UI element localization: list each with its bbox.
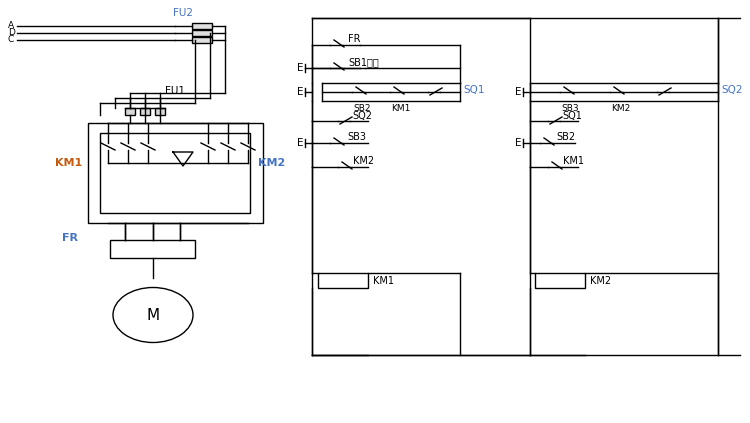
Text: FU1: FU1 [165, 86, 185, 96]
Bar [192, 23, 212, 29]
Text: FR: FR [348, 34, 361, 44]
Bar [110, 240, 195, 258]
Text: FR: FR [62, 233, 78, 243]
Bar [125, 108, 135, 115]
Bar [100, 133, 250, 213]
Text: SQ1: SQ1 [463, 85, 484, 95]
Text: SB2: SB2 [556, 132, 575, 142]
Text: E: E [297, 63, 303, 73]
Text: SQ2: SQ2 [352, 111, 372, 121]
Text: A: A [8, 20, 14, 30]
Text: E: E [514, 138, 521, 148]
Text: KM1: KM1 [55, 158, 82, 168]
Text: E: E [297, 138, 303, 148]
Text: SB2: SB2 [353, 104, 370, 113]
Bar [88, 123, 263, 223]
Text: E: E [297, 87, 303, 97]
Bar [192, 30, 212, 36]
Text: KM2: KM2 [353, 156, 374, 166]
Bar [535, 273, 585, 288]
Text: KM2: KM2 [611, 104, 630, 113]
Text: SQ2: SQ2 [721, 85, 742, 95]
Bar [318, 273, 368, 288]
Bar [155, 108, 165, 115]
Text: M: M [146, 308, 160, 324]
Text: E: E [514, 87, 521, 97]
Bar [192, 37, 212, 43]
Text: KM2: KM2 [258, 158, 285, 168]
Text: SB3: SB3 [347, 132, 366, 142]
Text: D: D [8, 27, 15, 36]
Text: FU2: FU2 [173, 8, 193, 18]
Text: SB3: SB3 [561, 104, 579, 113]
Text: SQ1: SQ1 [562, 111, 582, 121]
Text: KM1: KM1 [563, 156, 584, 166]
Text: KM1: KM1 [391, 104, 410, 113]
Text: C: C [8, 35, 14, 44]
Text: SB1停车: SB1停车 [348, 57, 379, 67]
Bar [140, 108, 150, 115]
Text: KM1: KM1 [373, 275, 394, 286]
Text: KM2: KM2 [590, 275, 611, 286]
